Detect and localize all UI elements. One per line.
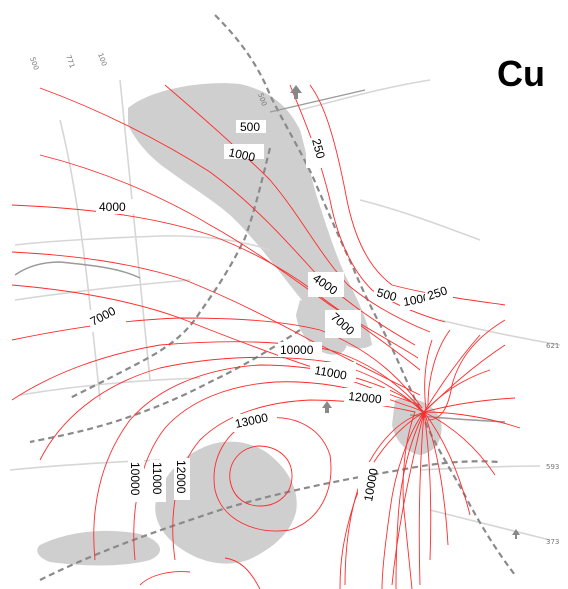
contour-2000 xyxy=(39,87,416,346)
road-label: 621 xyxy=(546,342,559,350)
contour-label: 250 xyxy=(309,137,328,160)
map-symbols xyxy=(290,85,520,539)
contour-label: 250 xyxy=(426,283,450,303)
contour-label: 11000 xyxy=(313,363,348,382)
contour-3000 xyxy=(39,154,419,359)
contour-labels: 500 250 1000 4000 4000 500 1000 250 7000… xyxy=(88,120,453,504)
contour-lines xyxy=(11,84,521,589)
contour-8000 xyxy=(11,341,423,411)
airport-icon xyxy=(322,401,332,413)
contour-label: 1000 xyxy=(227,145,256,164)
road-label: 593 xyxy=(546,463,559,471)
contour-500-b xyxy=(427,329,451,406)
contour-7000 xyxy=(11,317,423,409)
airport-icon xyxy=(512,529,520,539)
contour-5000 xyxy=(11,251,421,396)
contour-1000 xyxy=(164,84,431,333)
contour-label: 11000 xyxy=(150,462,164,495)
road-west-diagonal xyxy=(69,147,272,399)
contour-1000-b xyxy=(424,339,433,411)
road-label: 100 xyxy=(96,52,108,67)
road-lower xyxy=(39,460,501,581)
element-title: Cu xyxy=(497,53,545,94)
airport-icon xyxy=(290,85,302,99)
contour-6000 xyxy=(11,284,421,406)
contour-label: 4000 xyxy=(99,200,126,214)
contour-label: 1000 xyxy=(402,290,431,308)
contour-label: 10000 xyxy=(280,343,314,357)
road-label: 500 xyxy=(28,56,40,71)
contour-250-b xyxy=(427,319,506,421)
roads xyxy=(29,14,516,581)
contour-label: 500 xyxy=(240,120,260,134)
central-shaded-area xyxy=(296,300,348,355)
lower-shaded-area xyxy=(155,441,297,564)
roads-solid xyxy=(14,89,506,423)
bottom-left-shaded-area xyxy=(37,530,161,566)
contour-9000 xyxy=(39,356,424,461)
contour-13000-inner xyxy=(229,445,293,507)
east-shaded-area xyxy=(392,398,442,455)
road-label: 373 xyxy=(546,538,559,546)
contour-label: 12000 xyxy=(348,389,383,406)
contour-label: 10000 xyxy=(128,462,142,496)
contour-label: 10000 xyxy=(361,467,381,503)
contour-label: 12000 xyxy=(174,460,188,494)
road-label: 771 xyxy=(64,54,76,69)
contour-label: 500 xyxy=(375,285,398,304)
contour-label: 13000 xyxy=(234,410,270,431)
